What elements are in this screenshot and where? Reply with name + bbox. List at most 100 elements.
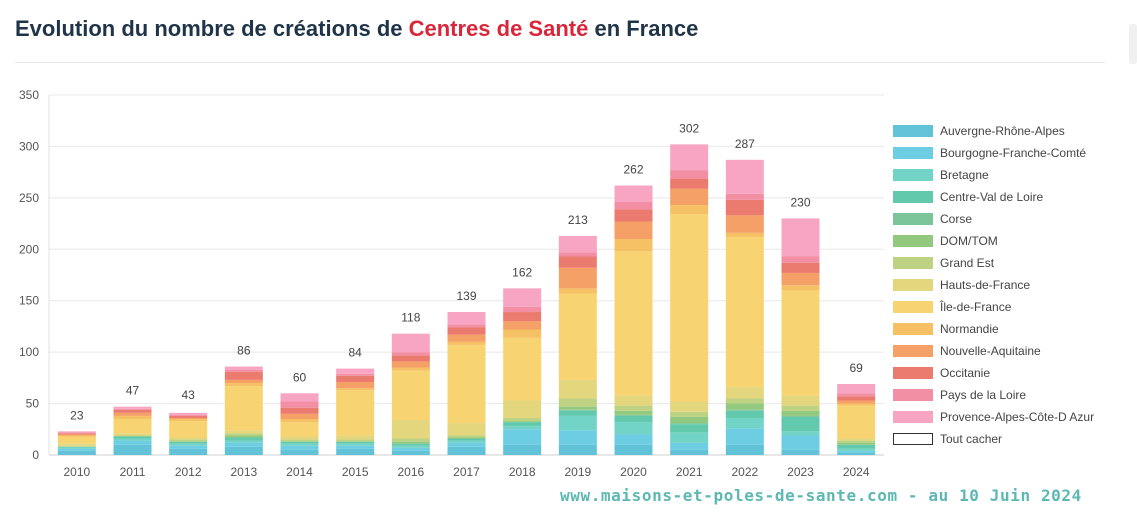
bar-segment[interactable] <box>670 423 709 425</box>
bar-segment[interactable] <box>558 415 597 431</box>
bar-segment[interactable] <box>169 421 208 438</box>
page-scrollbar[interactable] <box>1129 24 1137 64</box>
bar-segment[interactable] <box>169 441 208 444</box>
bar-segment[interactable] <box>57 433 96 435</box>
bar-segment[interactable] <box>391 352 430 356</box>
bar-segment[interactable] <box>781 218 820 257</box>
bar-segment[interactable] <box>113 433 152 436</box>
bar-segment[interactable] <box>224 442 263 447</box>
bar-segment[interactable] <box>280 436 319 440</box>
bar-segment[interactable] <box>558 406 597 410</box>
bar-segment[interactable] <box>280 401 319 408</box>
bar-segment[interactable] <box>614 251 653 396</box>
bar-segment[interactable] <box>503 329 542 338</box>
bar-segment[interactable] <box>670 449 709 455</box>
bar-segment[interactable] <box>781 262 820 273</box>
bar-segment[interactable] <box>670 188 709 206</box>
legend-item[interactable]: Corse <box>893 208 1094 230</box>
bar-segment[interactable] <box>169 412 208 415</box>
bar-segment[interactable] <box>224 386 263 431</box>
bar-segment[interactable] <box>280 441 319 444</box>
bar-segment[interactable] <box>113 435 152 437</box>
bar-segment[interactable] <box>558 410 597 416</box>
legend-item[interactable]: Provence-Alpes-Côte-D Azur <box>893 406 1094 428</box>
bar-segment[interactable] <box>280 443 319 446</box>
bar-segment[interactable] <box>558 288 597 294</box>
bar-segment[interactable] <box>57 436 96 444</box>
bar-segment[interactable] <box>224 379 263 383</box>
bar-segment[interactable] <box>113 436 152 439</box>
bar-segment[interactable] <box>391 441 430 444</box>
bar-segment[interactable] <box>169 439 208 442</box>
bar-segment[interactable] <box>558 235 597 253</box>
bar-segment[interactable] <box>280 407 319 414</box>
bar-segment[interactable] <box>614 414 653 416</box>
bar-segment[interactable] <box>224 383 263 387</box>
bar-segment[interactable] <box>837 440 876 443</box>
bar-segment[interactable] <box>57 445 96 447</box>
bar-segment[interactable] <box>503 321 542 330</box>
bar-segment[interactable] <box>113 406 152 409</box>
bar-segment[interactable] <box>725 444 764 455</box>
bar-segment[interactable] <box>447 344 486 424</box>
bar-segment[interactable] <box>280 393 319 402</box>
bar-segment[interactable] <box>113 440 152 445</box>
bar-segment[interactable] <box>670 144 709 171</box>
bar-segment[interactable] <box>725 193 764 200</box>
bar-segment[interactable] <box>614 415 653 423</box>
bar-segment[interactable] <box>57 446 96 449</box>
bar-segment[interactable] <box>614 395 653 406</box>
bar-segment[interactable] <box>725 428 764 445</box>
bar-segment[interactable] <box>781 285 820 291</box>
bar-segment[interactable] <box>336 368 375 374</box>
bar-segment[interactable] <box>280 445 319 450</box>
bar-segment[interactable] <box>503 429 542 445</box>
bar-segment[interactable] <box>558 379 597 399</box>
bar-segment[interactable] <box>781 410 820 416</box>
bar-segment[interactable] <box>781 272 820 286</box>
bar-segment[interactable] <box>336 435 375 440</box>
bar-segment[interactable] <box>447 435 486 438</box>
bar-segment[interactable] <box>336 445 375 449</box>
legend-item[interactable]: DOM/TOM <box>893 230 1094 252</box>
bar-segment[interactable] <box>169 437 208 440</box>
bar-segment[interactable] <box>614 221 653 239</box>
bar-segment[interactable] <box>391 333 430 353</box>
bar-segment[interactable] <box>837 384 876 394</box>
bar-segment[interactable] <box>224 369 263 372</box>
bar-segment[interactable] <box>336 443 375 446</box>
bar-segment[interactable] <box>57 450 96 455</box>
bar-segment[interactable] <box>503 421 542 423</box>
bar-segment[interactable] <box>837 400 876 404</box>
legend-item[interactable]: Centre-Val de Loire <box>893 186 1094 208</box>
bar-segment[interactable] <box>336 375 375 382</box>
bar-segment[interactable] <box>837 396 876 401</box>
bar-segment[interactable] <box>781 415 820 417</box>
bar-segment[interactable] <box>781 256 820 263</box>
legend-item[interactable]: Nouvelle-Aquitaine <box>893 340 1094 362</box>
bar-segment[interactable] <box>837 438 876 441</box>
bar-segment[interactable] <box>57 432 96 434</box>
bar-segment[interactable] <box>614 201 653 210</box>
bar-segment[interactable] <box>113 419 152 434</box>
bar-segment[interactable] <box>614 405 653 411</box>
bar-segment[interactable] <box>670 424 709 433</box>
bar-segment[interactable] <box>781 290 820 396</box>
bar-segment[interactable] <box>503 400 542 418</box>
bar-segment[interactable] <box>614 209 653 222</box>
bar-segment[interactable] <box>113 408 152 410</box>
bar-segment[interactable] <box>57 434 96 436</box>
bar-segment[interactable] <box>169 445 208 449</box>
bar-segment[interactable] <box>781 431 820 436</box>
bar-segment[interactable] <box>725 159 764 194</box>
bar-segment[interactable] <box>503 422 542 427</box>
bar-segment[interactable] <box>391 367 430 371</box>
bar-segment[interactable] <box>781 435 820 450</box>
bar-segment[interactable] <box>503 417 542 422</box>
bar-segment[interactable] <box>280 419 319 423</box>
bar-segment[interactable] <box>503 444 542 455</box>
bar-segment[interactable] <box>113 412 152 416</box>
bar-segment[interactable] <box>336 373 375 376</box>
bar-segment[interactable] <box>336 381 375 389</box>
bar-segment[interactable] <box>224 430 263 434</box>
